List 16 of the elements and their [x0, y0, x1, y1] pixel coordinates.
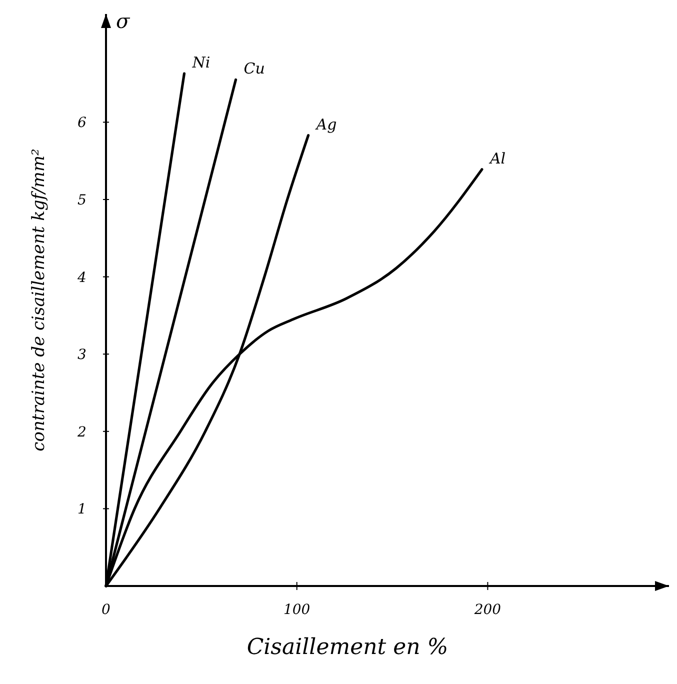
series-label: Ni	[191, 54, 210, 72]
series-label: Ag	[314, 115, 337, 134]
series-label: Al	[488, 149, 506, 168]
y-tick-label: 6	[78, 115, 87, 132]
series-label: Cu	[244, 60, 265, 78]
x-tick-label: 200	[473, 602, 502, 618]
x-tick-label: 100	[283, 602, 310, 618]
annotation: σ	[116, 9, 131, 33]
y-tick-label: 2	[76, 424, 87, 440]
y-tick-label: 1	[78, 502, 86, 518]
y-tick-label: 3	[78, 347, 87, 364]
y-tick-label: 4	[76, 270, 86, 286]
y-tick-label: 5	[78, 192, 87, 209]
y-axis-title: contrainte de cisaillement kgf/mm²	[29, 148, 49, 452]
x-tick-label: 0	[102, 602, 111, 618]
x-axis-title: Cisaillement en %	[246, 635, 448, 660]
